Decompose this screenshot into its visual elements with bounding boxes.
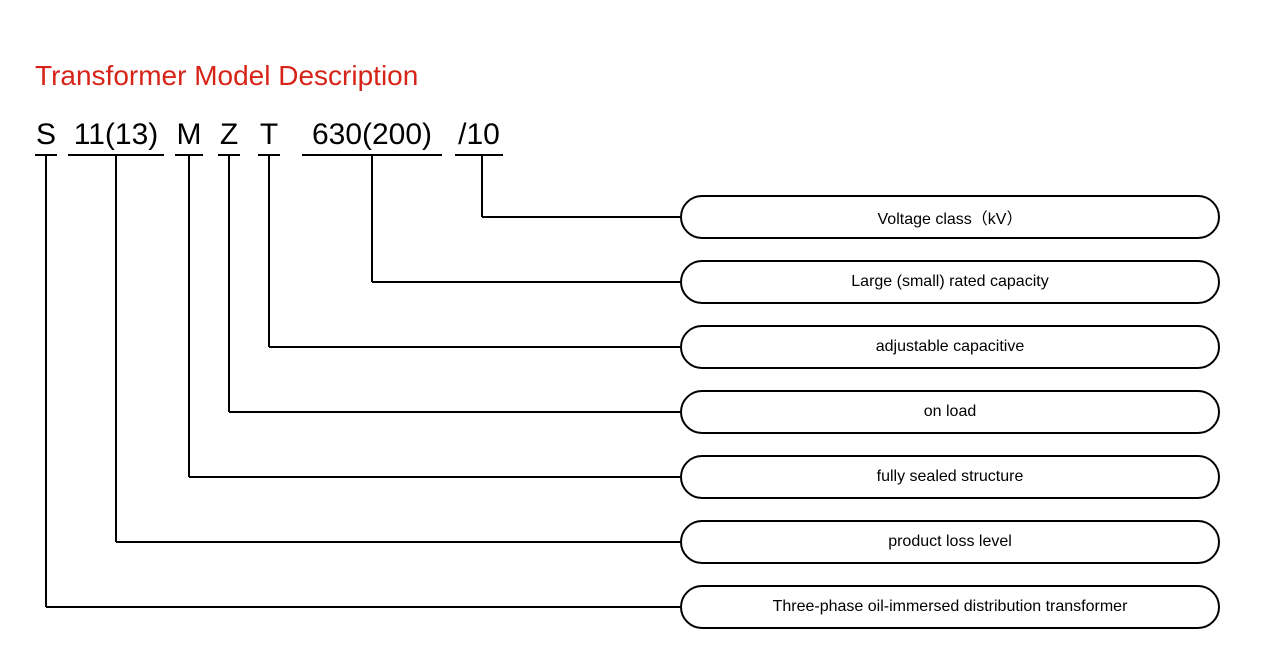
segment-slash-10: /10 xyxy=(455,118,503,156)
desc-adjustable-capacitive: adjustable capacitive xyxy=(680,325,1220,369)
desc-rated-capacity: Large (small) rated capacity xyxy=(680,260,1220,304)
segment-t: T xyxy=(258,118,280,156)
desc-three-phase: Three-phase oil-immersed distribution tr… xyxy=(680,585,1220,629)
segment-s: S xyxy=(35,118,57,156)
desc-adjustable-capacitive-label: adjustable capacitive xyxy=(876,338,1025,356)
desc-product-loss-label: product loss level xyxy=(888,533,1012,551)
desc-fully-sealed: fully sealed structure xyxy=(680,455,1220,499)
segment-630-200: 630(200) xyxy=(302,118,442,156)
desc-voltage-class: Voltage class（kV） xyxy=(680,195,1220,239)
desc-three-phase-label: Three-phase oil-immersed distribution tr… xyxy=(773,598,1128,616)
desc-product-loss: product loss level xyxy=(680,520,1220,564)
desc-on-load-label: on load xyxy=(924,403,977,421)
desc-voltage-class-label: Voltage class（kV） xyxy=(878,205,1023,229)
desc-fully-sealed-label: fully sealed structure xyxy=(877,468,1024,486)
segment-m: M xyxy=(175,118,203,156)
desc-on-load: on load xyxy=(680,390,1220,434)
segment-11-13: 11(13) xyxy=(68,118,164,156)
desc-rated-capacity-label: Large (small) rated capacity xyxy=(851,273,1048,291)
segment-z: Z xyxy=(218,118,240,156)
diagram-title: Transformer Model Description xyxy=(35,60,418,92)
